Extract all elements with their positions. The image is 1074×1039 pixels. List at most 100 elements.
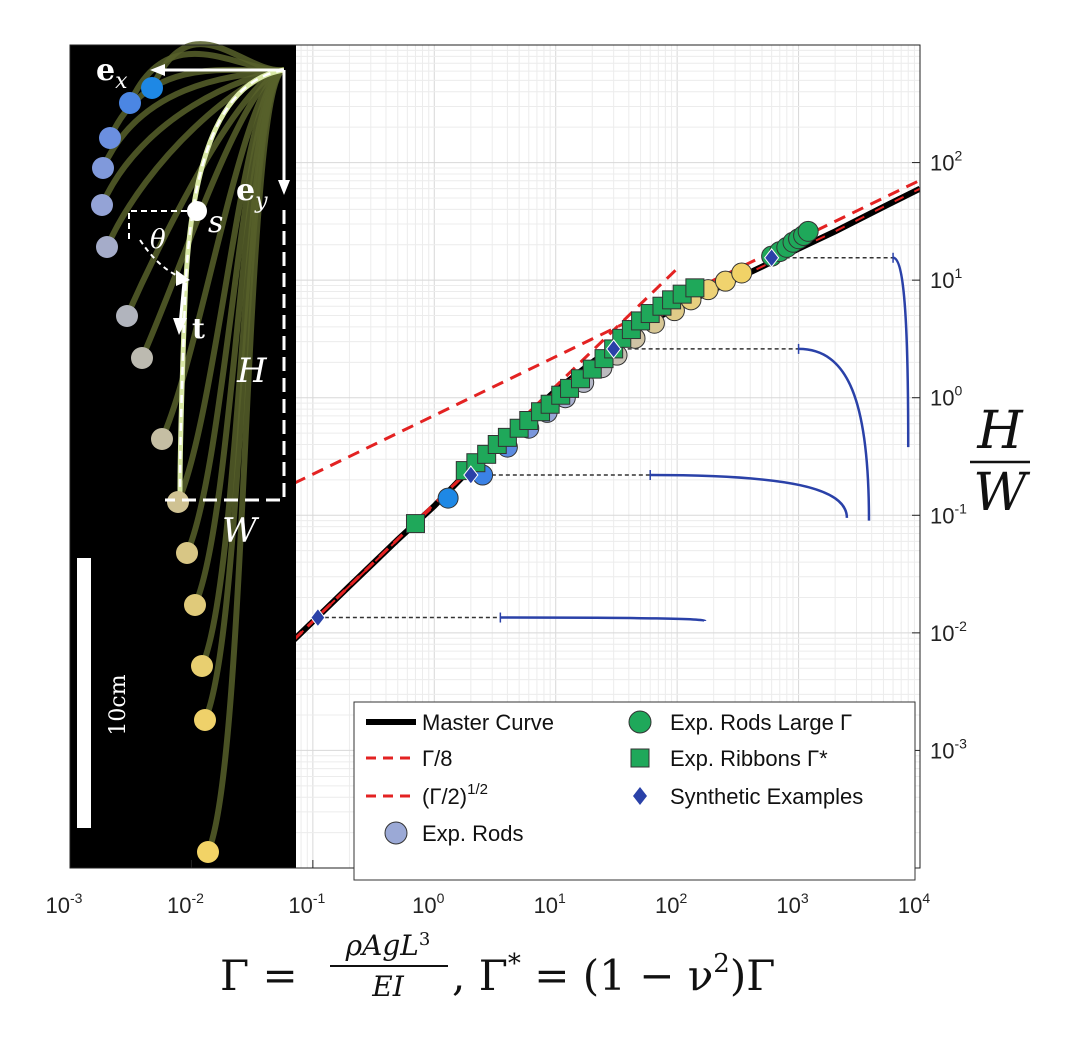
series-dashed-asymptote bbox=[275, 178, 920, 494]
rod-bead bbox=[194, 709, 216, 731]
legend-item: (Γ/2)1/2 bbox=[366, 781, 488, 809]
plot-marks bbox=[262, 178, 920, 671]
theta-label: θ bbox=[150, 225, 166, 255]
data-point-diamond bbox=[463, 465, 479, 485]
xlabel-eq2: = (1 − ν bbox=[521, 951, 713, 1000]
ey-label-bold: e bbox=[236, 173, 255, 208]
xlabel-gamma-star: Γ bbox=[479, 951, 508, 1000]
ex-label-bold: e bbox=[96, 53, 115, 88]
y-tick-base: 10 bbox=[930, 386, 954, 411]
xlabel-nu-exp: 2 bbox=[713, 949, 730, 979]
x-tick-base: 10 bbox=[898, 893, 922, 918]
x-tick-base: 10 bbox=[288, 893, 312, 918]
hw-dashed-box bbox=[165, 210, 286, 502]
y-tick-exp: -2 bbox=[954, 618, 967, 634]
y-tick-label: 100 bbox=[930, 383, 962, 411]
legend-item: Γ/8 bbox=[366, 746, 452, 771]
H-label: H bbox=[236, 351, 268, 391]
y-tick-exp: -1 bbox=[954, 500, 967, 516]
rod-bead bbox=[92, 157, 114, 179]
y-tick-base: 10 bbox=[930, 503, 954, 528]
x-tick-base: 10 bbox=[655, 893, 679, 918]
data-point-circle bbox=[731, 262, 753, 284]
legend-label: Synthetic Examples bbox=[670, 784, 863, 809]
rod-bead bbox=[131, 347, 153, 369]
y-tick-exp: 2 bbox=[954, 148, 962, 164]
tangent-arrow-head bbox=[173, 318, 187, 335]
inset-rod-shape bbox=[650, 473, 849, 518]
x-axis-label-rest: , Γ* = (1 − ν2)Γ bbox=[452, 949, 775, 1000]
rod-bead bbox=[167, 491, 189, 513]
rod-bead bbox=[151, 428, 173, 450]
y-tick-exp: 0 bbox=[954, 383, 962, 399]
y-axis-label-num: H bbox=[976, 401, 1024, 461]
legend-swatch-circle bbox=[384, 821, 408, 845]
legend-label-text: Exp. Rods bbox=[422, 821, 524, 846]
y-tick-exp: -3 bbox=[954, 735, 967, 751]
y-tick-exp: 1 bbox=[954, 265, 962, 281]
y-tick-label: 10-3 bbox=[930, 735, 967, 763]
xlabel-num-exp: 3 bbox=[419, 929, 430, 950]
scale-bar-label: 10cm bbox=[106, 674, 131, 735]
x-tick-exp: -3 bbox=[70, 890, 83, 906]
rod-bead bbox=[191, 655, 213, 677]
theta-construction bbox=[128, 210, 197, 243]
x-tick-label: 103 bbox=[776, 890, 808, 918]
xlabel-close: )Γ bbox=[730, 951, 776, 1000]
data-point-diamond bbox=[310, 607, 326, 628]
legend-label: Exp. Rods Large Γ bbox=[670, 710, 852, 735]
y-tick-base: 10 bbox=[930, 738, 954, 763]
xlabel-fraction-den: EI bbox=[371, 970, 404, 1003]
inset-rod-shape bbox=[798, 347, 871, 521]
legend-item: Synthetic Examples bbox=[633, 784, 863, 809]
y-tick-label: 10-1 bbox=[930, 500, 967, 528]
rod-strands bbox=[99, 41, 286, 854]
data-point-square bbox=[685, 278, 705, 298]
legend-label: Exp. Rods bbox=[422, 821, 524, 846]
x-tick-exp: 0 bbox=[437, 890, 445, 906]
x-axis-label: Γ = bbox=[220, 951, 298, 1000]
xlabel-eq: = bbox=[249, 951, 298, 1000]
rod-bead bbox=[96, 236, 118, 258]
x-tick-exp: 3 bbox=[801, 890, 809, 906]
x-tick-exp: 4 bbox=[922, 890, 930, 906]
legend-item: Exp. Rods bbox=[384, 821, 524, 846]
legend-item: Master Curve bbox=[366, 710, 554, 735]
legend-label-text: Exp. Rods Large Γ bbox=[670, 710, 852, 735]
ex-arrow-head bbox=[150, 64, 165, 76]
y-axis-label-den: W bbox=[973, 463, 1030, 523]
x-tick-label: 10-1 bbox=[288, 890, 325, 918]
rod-bead bbox=[91, 194, 113, 216]
rod-bead bbox=[99, 127, 121, 149]
rod-bead bbox=[119, 92, 141, 114]
t-label: t bbox=[192, 312, 205, 345]
y-tick-base: 10 bbox=[930, 268, 954, 293]
data-point-circle bbox=[437, 487, 459, 509]
x-tick-base: 10 bbox=[167, 893, 191, 918]
x-tick-base: 10 bbox=[46, 893, 70, 918]
x-tick-exp: 1 bbox=[558, 890, 566, 906]
legend-swatch-circle bbox=[628, 710, 652, 734]
legend: Master Curve Γ/8 (Γ/2)1/2 Exp. Rods Exp. Rod… bbox=[353, 701, 916, 881]
ey-arrow-head bbox=[278, 180, 290, 195]
legend-label-text: Master Curve bbox=[422, 710, 554, 735]
legend-label-text: Exp. Ribbons Γ* bbox=[670, 746, 828, 771]
legend-label: Master Curve bbox=[422, 710, 554, 735]
scale-bar bbox=[77, 558, 91, 828]
axis-labels: Γ = ρAgL3 EI , Γ* = (1 − ν2)Γ HW bbox=[220, 401, 1030, 1003]
legend-item: Exp. Ribbons Γ* bbox=[630, 746, 828, 771]
legend-label: Exp. Ribbons Γ* bbox=[670, 746, 828, 771]
legend-label-exp: 1/2 bbox=[467, 781, 488, 798]
legend-label-text: Synthetic Examples bbox=[670, 784, 863, 809]
legend-label-text: (Γ/2) bbox=[422, 784, 467, 809]
x-tick-exp: -1 bbox=[313, 890, 326, 906]
rod-bead bbox=[141, 77, 163, 99]
xlabel-sep: , bbox=[452, 951, 479, 1000]
xlabel-fraction-num: ρAgL3 bbox=[345, 929, 431, 962]
data-point-square bbox=[405, 514, 425, 534]
legend-swatch-diamond bbox=[633, 787, 647, 805]
y-tick-base: 10 bbox=[930, 151, 954, 176]
rod-bead bbox=[176, 542, 198, 564]
data-point-diamond bbox=[606, 339, 622, 359]
